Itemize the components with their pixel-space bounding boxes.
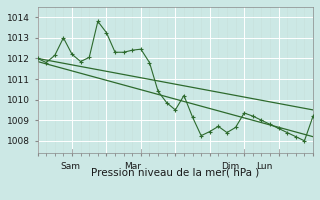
Text: Mar: Mar <box>124 162 141 171</box>
Text: Sam: Sam <box>60 162 81 171</box>
X-axis label: Pression niveau de la mer( hPa ): Pression niveau de la mer( hPa ) <box>91 167 260 177</box>
Text: Dim: Dim <box>221 162 239 171</box>
Text: Lun: Lun <box>256 162 272 171</box>
